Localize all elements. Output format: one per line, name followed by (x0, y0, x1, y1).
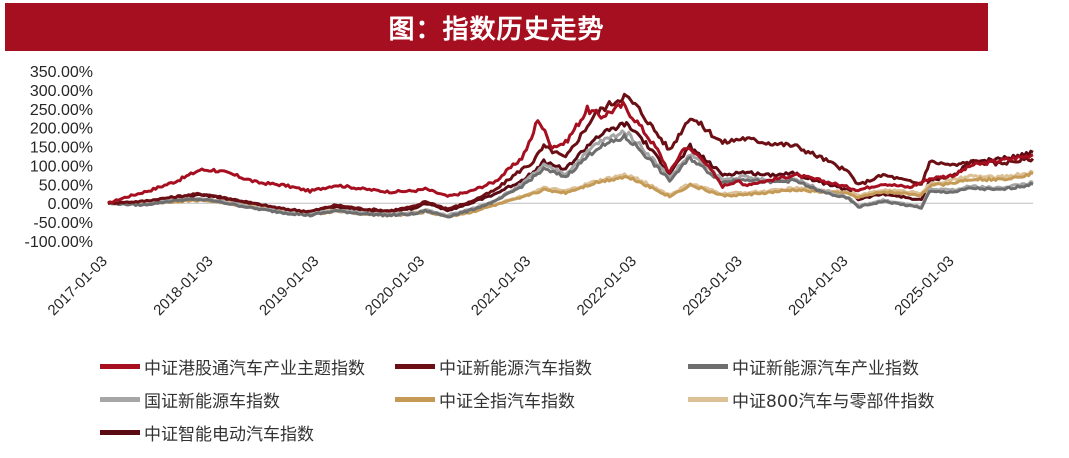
chart-title-bar: 图：指数历史走势 (5, 3, 988, 51)
x-tick-label: 2020-01-03 (362, 253, 428, 319)
series-line (107, 100, 1034, 205)
y-tick-label: 200.00% (30, 121, 93, 138)
y-tick-label: 350.00% (30, 64, 93, 81)
x-axis-ticks: 2017-01-03 2018-01-03 2019-01-03 2020-01-03… (45, 253, 958, 319)
series-line (107, 133, 1034, 219)
x-tick-label: 2018-01-03 (150, 253, 216, 319)
x-tick-label: 2017-01-03 (45, 253, 111, 319)
y-tick-label: -50.00% (33, 215, 93, 232)
y-tick-label: 300.00% (30, 83, 93, 100)
y-tick-label: 0.00% (48, 196, 93, 213)
legend-item: 中证新能源汽车产业指数 (688, 355, 919, 379)
legend-label: 国证新能源车指数 (144, 391, 280, 412)
legend-label: 中证全指汽车指数 (439, 391, 575, 412)
legend-swatch (395, 363, 435, 369)
legend-label: 中证智能电动汽车指数 (144, 424, 314, 445)
legend-item: 中证新能源汽车指数 (395, 355, 592, 379)
legend-swatch (395, 396, 435, 402)
series-line (107, 92, 1035, 214)
x-tick-label: 2021-01-03 (468, 253, 534, 319)
y-tick-label: 150.00% (30, 140, 93, 157)
y-tick-label: 50.00% (39, 177, 93, 194)
legend-item: 中证800汽车与零部件指数 (688, 388, 935, 412)
y-axis-ticks: -100.00% -50.00% 0.00% 50.00% 100.00%150.00%… (25, 64, 94, 251)
y-tick-label: 250.00% (30, 102, 93, 119)
x-tick-label: 2023-01-03 (679, 253, 745, 319)
legend-swatch (100, 363, 140, 369)
legend-label: 中证港股通汽车产业主题指数 (144, 358, 365, 379)
x-tick-label: 2024-01-03 (785, 253, 851, 319)
legend-item: 中证全指汽车指数 (395, 388, 575, 412)
series-lines (107, 92, 1035, 219)
y-tick-label: -100.00% (25, 234, 94, 251)
x-tick-label: 2022-01-03 (574, 253, 640, 319)
legend-label: 中证新能源汽车指数 (439, 358, 592, 379)
x-tick-label: 2025-01-03 (891, 253, 957, 319)
legend-item: 中证智能电动汽车指数 (100, 421, 314, 445)
chart-title: 图：指数历史走势 (388, 14, 605, 45)
x-tick-label: 2019-01-03 (256, 253, 322, 319)
legend-label: 中证新能源汽车产业指数 (732, 358, 919, 379)
legend-label: 中证800汽车与零部件指数 (732, 391, 935, 412)
legend-item: 国证新能源车指数 (100, 388, 280, 412)
line-chart: -100.00% -50.00% 0.00% 50.00% 100.00%150.00%… (25, 64, 1035, 319)
legend-swatch (688, 396, 728, 402)
legend-swatch (688, 363, 728, 369)
legend-item: 中证港股通汽车产业主题指数 (100, 355, 365, 379)
legend-swatch (100, 396, 140, 402)
legend-swatch (100, 429, 140, 435)
y-tick-label: 100.00% (30, 158, 93, 175)
